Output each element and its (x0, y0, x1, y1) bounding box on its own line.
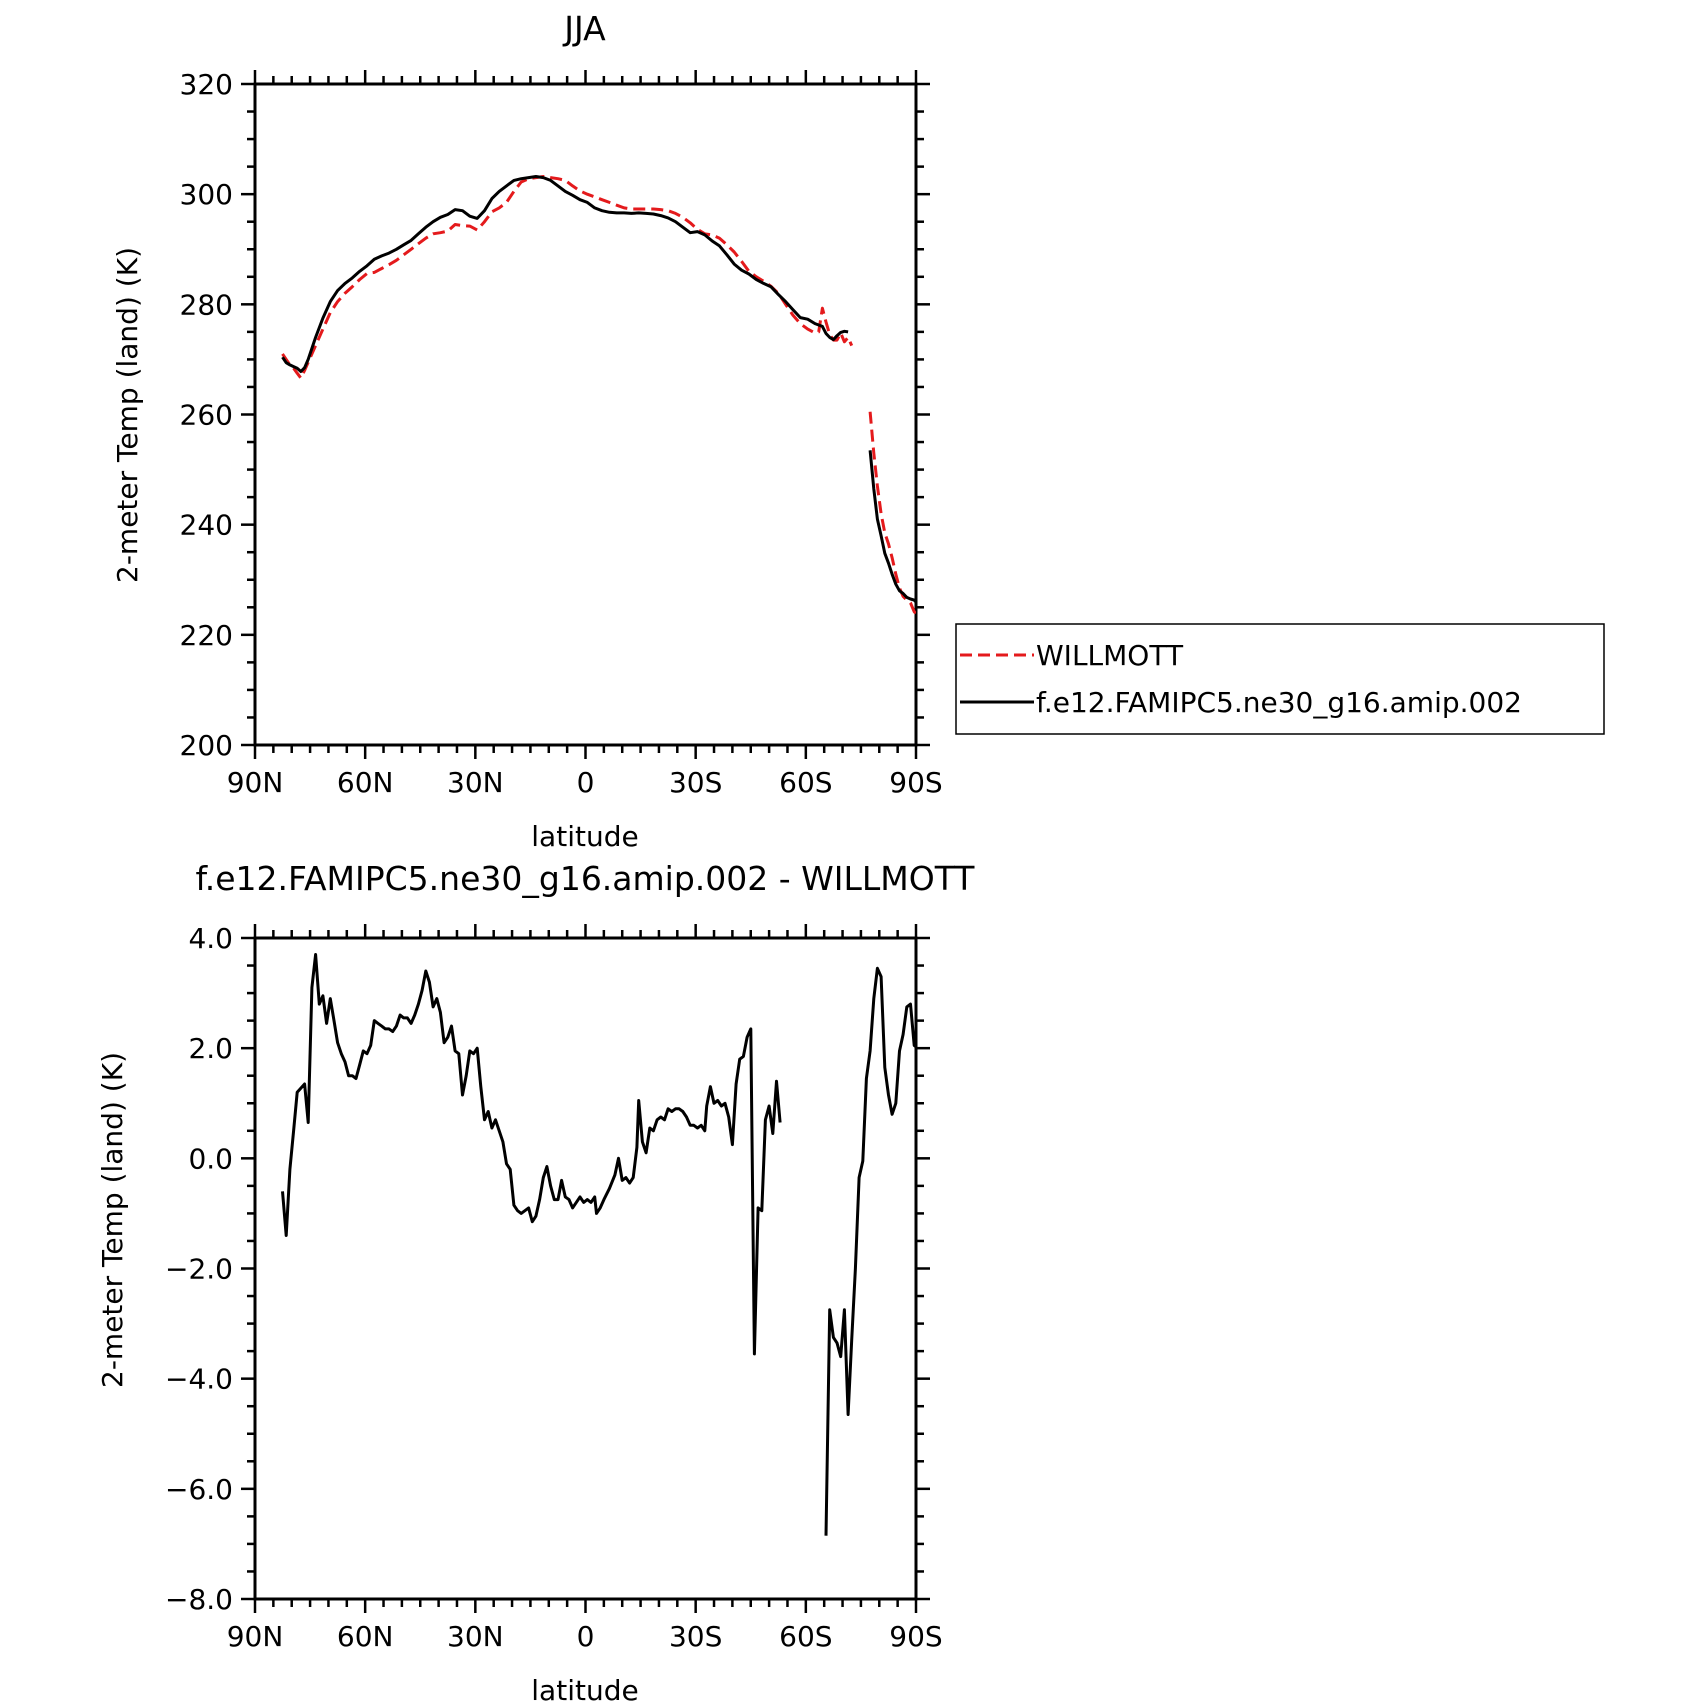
x-axis-title-bottom: latitude (531, 1674, 638, 1702)
x-tick-label: 30S (669, 1620, 722, 1653)
series-line-0 (281, 175, 854, 380)
x-tick-label: 90N (227, 1620, 284, 1653)
y-tick-label: 280 (180, 288, 233, 321)
x-tick-label: 60N (337, 1620, 394, 1653)
chart-bottom: f.e12.FAMIPC5.ne30_g16.amip.002 - WILLMO… (96, 859, 976, 1707)
y-tick-label: −4.0 (165, 1363, 233, 1396)
chart-title: JJA (562, 9, 606, 48)
legend-label-willmott: WILLMOTT (1036, 639, 1184, 672)
chart-top: JJA 90N 60N 30N 0 30S 60S 90S 200 220 240 260 280 30… (111, 9, 1605, 853)
y-tick-label: −6.0 (165, 1473, 233, 1506)
y-tick-label: −8.0 (165, 1583, 233, 1616)
y-tick-label: 260 (180, 399, 233, 432)
plot-area-bottom: 90N 60N 30N 0 30S 60S 90S −8.0 −6.0 −4.0 −2.0 0.0 2.… (165, 922, 943, 1653)
legend-box (955, 623, 1605, 735)
x-tick-label: 90S (889, 766, 942, 799)
x-tick-label: 30S (669, 766, 722, 799)
x-tick-label: 60S (779, 766, 832, 799)
x-tick-label: 30N (447, 766, 504, 799)
x-axis-title: latitude (531, 820, 638, 853)
x-tick-label: 90S (889, 1620, 942, 1653)
y-axis-title: 2-meter Temp (land) (K) (111, 247, 144, 583)
y-tick-label: 220 (180, 619, 233, 652)
legend-label-model: f.e12.FAMIPC5.ne30_g16.amip.002 (1036, 686, 1522, 719)
legend: WILLMOTT f.e12.FAMIPC5.ne30_g16.amip.002 (955, 623, 1605, 735)
x-tick-label: 60N (337, 766, 394, 799)
series-line-0 (868, 411, 916, 616)
series-line-0 (824, 966, 916, 1536)
y-tick-label: 300 (180, 178, 233, 211)
difference-chart-title: f.e12.FAMIPC5.ne30_g16.amip.002 - WILLMO… (196, 859, 976, 898)
plot-frame (253, 82, 918, 747)
y-tick-label: 240 (180, 509, 233, 542)
plot-frame (253, 936, 918, 1601)
plot-area: 90N 60N 30N 0 30S 60S 90S 200 220 240 260 280 300 320 (180, 68, 943, 799)
series-line-1 (868, 450, 916, 605)
x-tick-label: 90N (227, 766, 284, 799)
y-tick-label: −2.0 (165, 1253, 233, 1286)
y-tick-label: 0.0 (188, 1142, 233, 1175)
x-tick-label: 60S (779, 1620, 832, 1653)
x-tick-label: 30N (447, 1620, 504, 1653)
y-tick-label: 2.0 (188, 1032, 233, 1065)
y-axis-title-bottom: 2-meter Temp (land) (K) (96, 1052, 129, 1388)
series-line-0 (281, 953, 782, 1356)
x-tick-label: 0 (577, 766, 595, 799)
series-line-1 (281, 175, 849, 373)
y-tick-label: 200 (180, 729, 233, 762)
y-tick-label: 4.0 (188, 922, 233, 955)
y-tick-label: 320 (180, 68, 233, 101)
x-tick-label: 0 (577, 1620, 595, 1653)
